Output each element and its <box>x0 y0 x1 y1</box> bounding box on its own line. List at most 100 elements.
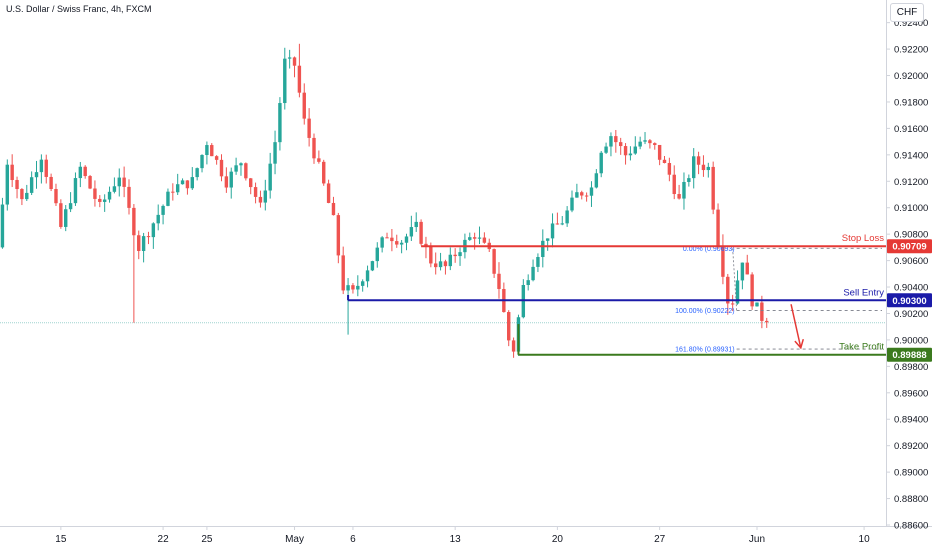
candle-body <box>618 142 623 147</box>
candle-body <box>545 238 550 241</box>
candle-body <box>370 261 375 271</box>
candle-body <box>112 186 117 192</box>
price-tick-label: 0.92200 <box>894 45 928 56</box>
candle-body <box>507 312 511 341</box>
price-tick-label: 0.88600 <box>894 521 928 532</box>
candle-body <box>49 176 53 190</box>
price-tick-label: 0.89400 <box>894 415 928 426</box>
candle-body <box>83 166 87 177</box>
candle-body <box>633 146 637 154</box>
time-tick-label: 6 <box>350 534 356 545</box>
candle-body <box>302 92 306 119</box>
candle-body <box>672 174 676 195</box>
price-tag <box>887 347 932 362</box>
candle-body <box>438 261 443 268</box>
candle-body <box>643 140 647 142</box>
candle-body <box>380 237 384 248</box>
currency-selector[interactable]: CHF <box>890 3 924 22</box>
level-name: Take Profit <box>839 342 884 353</box>
candle-body <box>278 103 282 143</box>
candle-body <box>190 177 194 189</box>
candle-body <box>166 191 170 206</box>
candle-body <box>711 166 715 210</box>
candle-body <box>443 261 448 267</box>
candle-body <box>682 181 686 199</box>
candle-body <box>29 177 34 193</box>
price-tag <box>887 293 932 308</box>
candle-body <box>0 204 5 248</box>
candle-body <box>127 186 131 208</box>
candle-body <box>98 198 102 202</box>
candle-body <box>5 164 10 205</box>
candle-body <box>550 223 555 239</box>
candle-body <box>560 223 564 225</box>
candle-body <box>716 209 720 246</box>
candle-body <box>429 246 433 264</box>
arrow-shaft <box>790 304 802 349</box>
candle-body <box>258 196 263 203</box>
candle-body <box>385 237 389 239</box>
price-tick-label: 0.92400 <box>894 18 928 29</box>
time-tick-label: 10 <box>859 534 871 545</box>
price-tick-label: 0.90000 <box>894 335 928 346</box>
time-tick-label: 20 <box>552 534 564 545</box>
price-tag-label: 0.89888 <box>892 350 926 361</box>
candle-body <box>453 254 457 257</box>
time-tick-label: Jun <box>749 534 765 545</box>
candle-body <box>151 223 156 238</box>
fib-label: 100.00% (0.90222) <box>675 308 735 315</box>
candle-body <box>195 168 199 178</box>
price-tick-label: 0.89800 <box>894 362 928 373</box>
candle-body <box>15 180 19 190</box>
candle-body <box>458 252 462 257</box>
candle-body <box>477 237 482 239</box>
candle-body <box>730 303 735 305</box>
candle-body <box>404 236 409 243</box>
candle-body <box>292 57 297 66</box>
time-tick-label: 27 <box>654 534 666 545</box>
candle-body <box>156 214 160 224</box>
candle-body <box>657 144 662 160</box>
candle-body <box>472 237 477 239</box>
candle-body <box>205 145 209 155</box>
candle-body <box>541 240 545 258</box>
candle-body <box>692 156 696 179</box>
candle-body <box>614 136 618 143</box>
candle-body <box>395 241 399 245</box>
candle-body <box>526 280 530 285</box>
candle-body <box>599 152 603 174</box>
candle-body <box>726 276 730 304</box>
candle-body <box>609 136 613 147</box>
candle-body <box>409 227 414 237</box>
candle-body <box>283 58 287 104</box>
candle-body <box>482 237 487 243</box>
candle-body <box>20 189 24 200</box>
price-tag-label: 0.90300 <box>892 296 926 307</box>
price-tick-label: 0.91400 <box>894 150 928 161</box>
candle-body <box>68 203 73 210</box>
candle-body <box>497 273 501 289</box>
candle-body <box>653 143 657 145</box>
candle-body <box>575 192 579 198</box>
candle-body <box>34 172 39 178</box>
candle-body <box>623 146 628 156</box>
candle-body <box>687 178 691 182</box>
candle-body <box>555 223 560 225</box>
candle-body <box>662 159 667 164</box>
price-tick-label: 0.91000 <box>894 203 928 214</box>
level-name: Sell Entry <box>843 287 884 298</box>
candle-body <box>326 183 331 203</box>
candle-body <box>137 235 141 251</box>
arrow-head <box>794 338 805 350</box>
price-tick-label: 0.89600 <box>894 388 928 399</box>
candle-body <box>239 163 243 166</box>
candle-body <box>122 177 126 187</box>
candle-body <box>117 177 121 187</box>
candle-body <box>25 192 29 200</box>
candle-body <box>375 247 379 262</box>
candle-body <box>589 187 594 196</box>
candle-body <box>132 207 136 236</box>
candle-body <box>536 257 540 267</box>
